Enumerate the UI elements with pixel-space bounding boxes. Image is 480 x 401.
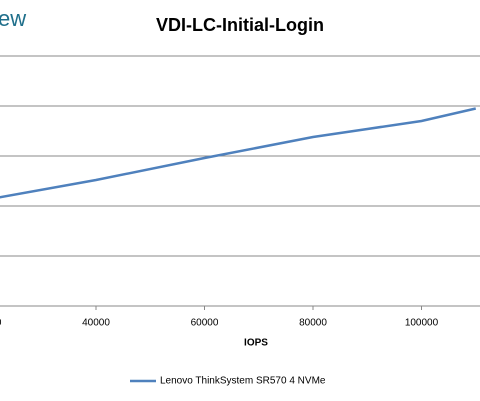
x-tick-label: 100000 <box>405 318 439 329</box>
x-tick-label: 60000 <box>191 318 219 329</box>
x-tick-label: 80000 <box>299 318 327 329</box>
legend-label: Lenovo ThinkSystem SR570 4 NVMe <box>160 376 326 387</box>
x-tick-label: 20000 <box>0 318 2 329</box>
logo: ew <box>0 6 26 31</box>
data-line <box>0 107 477 199</box>
x-tick-label: 40000 <box>82 318 110 329</box>
chart-title: VDI-LC-Initial-Login <box>156 15 324 35</box>
x-axis-label: IOPS <box>244 338 268 349</box>
